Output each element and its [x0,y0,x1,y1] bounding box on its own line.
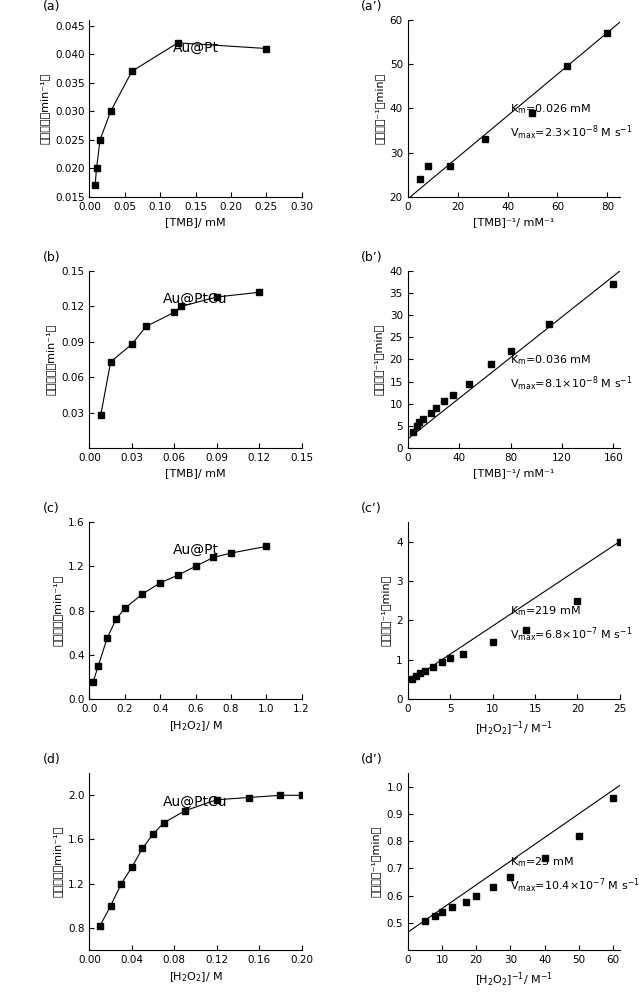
Y-axis label: 反应速度（min⁻¹）: 反应速度（min⁻¹） [52,575,63,646]
X-axis label: [TMB]/ mM: [TMB]/ mM [166,217,226,227]
Text: Au@Pt: Au@Pt [173,41,219,55]
Y-axis label: 反应速度（min⁻¹）: 反应速度（min⁻¹） [40,73,49,144]
X-axis label: [H$_2$O$_2$]$^{-1}$/ M$^{-1}$: [H$_2$O$_2$]$^{-1}$/ M$^{-1}$ [475,970,553,989]
Y-axis label: 反应速度⁻¹（min）: 反应速度⁻¹（min） [374,73,384,144]
Text: (b’): (b’) [361,251,383,264]
Y-axis label: 反应速度⁻¹（min）: 反应速度⁻¹（min） [374,324,384,395]
Text: K$_m$=219 mM: K$_m$=219 mM [509,604,580,618]
Text: Au@PtCu: Au@PtCu [164,292,227,306]
Text: (a): (a) [43,0,60,13]
Text: Au@PtCu: Au@PtCu [164,794,227,808]
Text: (d): (d) [43,753,61,766]
X-axis label: [TMB]⁻¹/ mM⁻¹: [TMB]⁻¹/ mM⁻¹ [473,468,555,478]
Text: V$_{max}$=2.3×10$^{-8}$ M s$^{-1}$: V$_{max}$=2.3×10$^{-8}$ M s$^{-1}$ [509,123,632,142]
X-axis label: [H$_2$O$_2$]/ M: [H$_2$O$_2$]/ M [169,719,222,733]
X-axis label: [H$_2$O$_2$]/ M: [H$_2$O$_2$]/ M [169,970,222,984]
Y-axis label: 反应速度（min⁻¹）: 反应速度（min⁻¹） [52,826,63,897]
Y-axis label: 反应速度⁻¹（min）: 反应速度⁻¹（min） [381,575,390,646]
Text: (a’): (a’) [361,0,383,13]
Text: V$_{max}$=6.8×10$^{-7}$ M s$^{-1}$: V$_{max}$=6.8×10$^{-7}$ M s$^{-1}$ [509,626,632,644]
Text: K$_m$=0.036 mM: K$_m$=0.036 mM [509,353,591,367]
X-axis label: [TMB]⁻¹/ mM⁻¹: [TMB]⁻¹/ mM⁻¹ [473,217,555,227]
Text: K$_m$=23 mM: K$_m$=23 mM [509,855,573,869]
Text: (c): (c) [43,502,59,515]
Text: (b): (b) [43,251,61,264]
Text: V$_{max}$=8.1×10$^{-8}$ M s$^{-1}$: V$_{max}$=8.1×10$^{-8}$ M s$^{-1}$ [509,375,632,393]
Y-axis label: 反应速度（min⁻¹）: 反应速度（min⁻¹） [46,324,56,395]
Text: V$_{max}$=10.4×10$^{-7}$ M s$^{-1}$: V$_{max}$=10.4×10$^{-7}$ M s$^{-1}$ [509,877,639,895]
X-axis label: [H$_2$O$_2$]$^{-1}$/ M$^{-1}$: [H$_2$O$_2$]$^{-1}$/ M$^{-1}$ [475,719,553,738]
Text: (c’): (c’) [361,502,381,515]
Text: K$_m$=0.026 mM: K$_m$=0.026 mM [509,102,591,116]
Y-axis label: 反应速度⁻¹（min）: 反应速度⁻¹（min） [371,826,381,897]
X-axis label: [TMB]/ mM: [TMB]/ mM [166,468,226,478]
Text: Au@Pt: Au@Pt [173,543,219,557]
Text: (d’): (d’) [361,753,383,766]
